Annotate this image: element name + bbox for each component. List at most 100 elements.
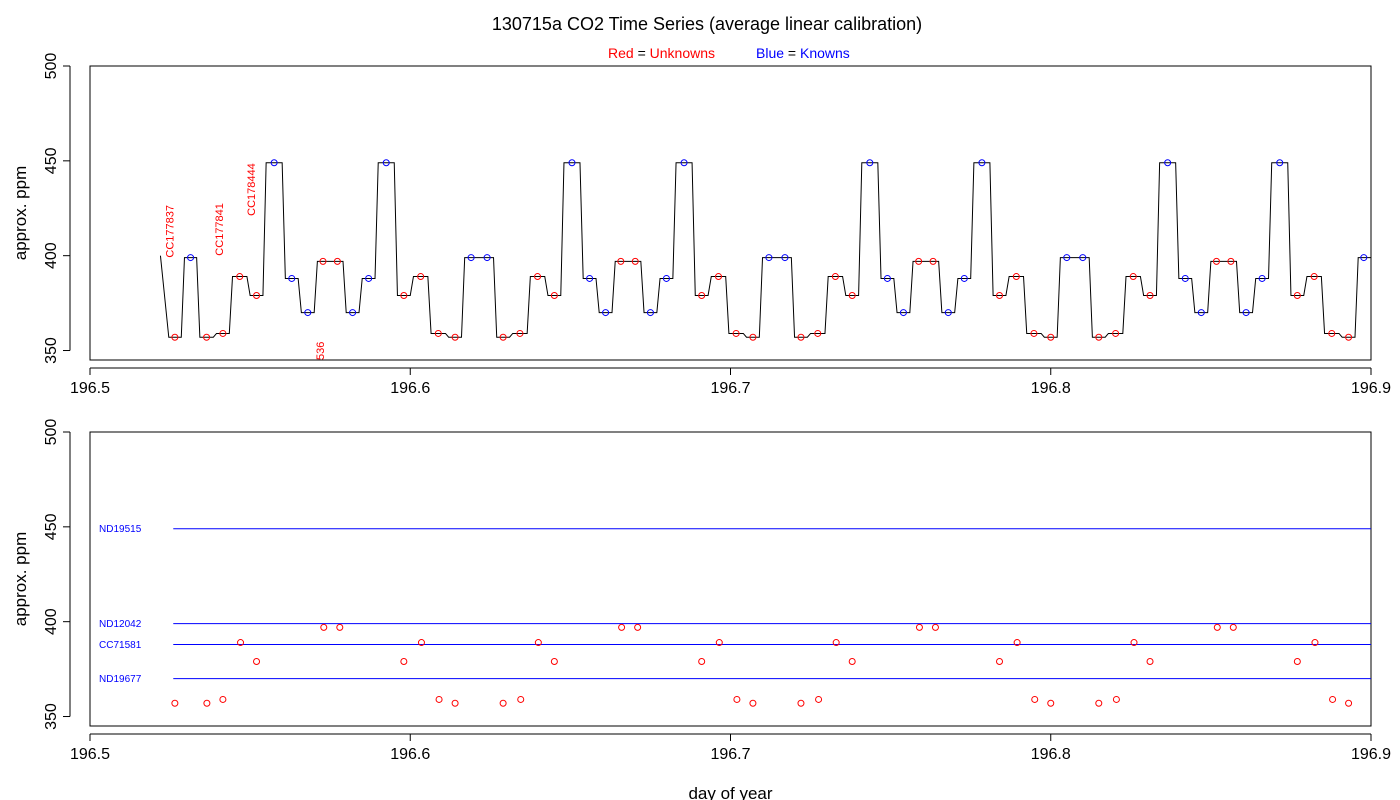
unknown-point	[219, 695, 227, 703]
unknown-point	[1311, 639, 1319, 647]
top-plot-area: CC177837 CC177841 CC178444 536	[159, 159, 1371, 360]
unknown-marker	[1030, 329, 1038, 337]
y-tick-label: 450	[43, 147, 60, 174]
known-marker	[1242, 309, 1250, 317]
unknown-marker	[797, 333, 805, 341]
known-marker	[483, 254, 491, 262]
known-marker	[1276, 159, 1284, 167]
unknown-point	[715, 639, 723, 647]
unknown-marker	[516, 329, 524, 337]
y-tick-label: 400	[43, 242, 60, 269]
unknown-marker	[1146, 292, 1154, 300]
reference-line-label: CC71581	[99, 640, 142, 651]
x-tick-label: 196.7	[710, 380, 750, 397]
unknown-marker	[1095, 333, 1103, 341]
unknown-marker	[1212, 257, 1220, 265]
unknown-marker	[219, 329, 227, 337]
known-marker	[467, 254, 475, 262]
unknown-point	[1213, 623, 1221, 631]
unknown-marker	[714, 273, 722, 281]
unknown-point	[499, 699, 507, 707]
known-marker	[765, 254, 773, 262]
x-tick-label: 196.8	[1031, 746, 1071, 763]
sample-annotation: CC177837	[164, 205, 176, 258]
y-tick-label: 350	[43, 703, 60, 730]
unknown-marker	[1345, 333, 1353, 341]
x-tick-label: 196.5	[70, 380, 110, 397]
unknown-point	[915, 623, 923, 631]
unknown-point	[435, 695, 443, 703]
known-marker	[1181, 274, 1189, 282]
unknown-point	[1013, 639, 1021, 647]
unknown-marker	[732, 329, 740, 337]
known-marker	[978, 159, 986, 167]
known-marker	[1164, 159, 1172, 167]
known-marker	[1063, 254, 1071, 262]
known-marker	[899, 309, 907, 317]
x-axis-title: day of year	[688, 784, 772, 800]
known-marker	[662, 274, 670, 282]
unknown-marker	[451, 333, 459, 341]
unknown-marker	[236, 273, 244, 281]
plot-box	[89, 65, 1372, 361]
known-marker	[883, 274, 891, 282]
unknown-point	[815, 695, 823, 703]
unknown-marker	[499, 333, 507, 341]
unknown-point	[517, 695, 525, 703]
known-marker	[602, 309, 610, 317]
sample-annotation: CC177841	[214, 203, 226, 256]
known-marker	[382, 159, 390, 167]
reference-line-label: ND12042	[99, 619, 142, 630]
legend-blue-eq: =	[784, 45, 800, 61]
unknown-point	[618, 623, 626, 631]
unknown-marker	[1012, 273, 1020, 281]
unknown-marker	[848, 292, 856, 300]
x-tick-label: 196.7	[710, 746, 750, 763]
unknown-point	[1112, 695, 1120, 703]
unknown-point	[733, 695, 741, 703]
unknown-point	[534, 639, 542, 647]
legend-blue-label: Knowns	[800, 45, 850, 61]
unknown-point	[550, 658, 558, 666]
known-marker	[304, 309, 312, 317]
x-tick-label: 196.9	[1351, 746, 1391, 763]
unknown-point	[698, 658, 706, 666]
unknown-marker	[550, 292, 558, 300]
x-tick-label: 196.5	[70, 746, 110, 763]
known-marker	[1258, 274, 1266, 282]
unknown-marker	[1310, 273, 1318, 281]
unknown-point	[1146, 658, 1154, 666]
unknown-point	[451, 699, 459, 707]
unknown-marker	[1129, 273, 1137, 281]
y-tick-label: 400	[43, 608, 60, 635]
reference-line-label: ND19677	[99, 674, 142, 685]
unknown-point	[1229, 623, 1237, 631]
unknown-point	[1047, 699, 1055, 707]
unknown-point	[1095, 699, 1103, 707]
unknown-point	[931, 623, 939, 631]
unknown-point	[1130, 639, 1138, 647]
known-marker	[866, 159, 874, 167]
unknown-marker	[417, 273, 425, 281]
legend-red-label: Unknowns	[650, 45, 715, 61]
unknown-marker	[1112, 329, 1120, 337]
reference-line-label: ND19515	[99, 524, 142, 535]
unknown-marker	[814, 329, 822, 337]
unknown-marker	[400, 292, 408, 300]
known-marker	[187, 254, 195, 262]
unknown-marker	[996, 292, 1004, 300]
legend-line: Red = Unknowns Blue = Knowns	[608, 45, 850, 61]
unknown-point	[237, 639, 245, 647]
known-marker	[349, 309, 357, 317]
unknown-point	[253, 658, 261, 666]
unknown-marker	[319, 257, 327, 265]
unknown-point	[417, 639, 425, 647]
unknown-marker	[831, 273, 839, 281]
known-marker	[646, 309, 654, 317]
unknown-point	[832, 639, 840, 647]
known-marker	[365, 274, 373, 282]
sample-annotation: CC178444	[246, 163, 258, 216]
unknown-marker	[203, 333, 211, 341]
unknown-marker	[253, 292, 261, 300]
